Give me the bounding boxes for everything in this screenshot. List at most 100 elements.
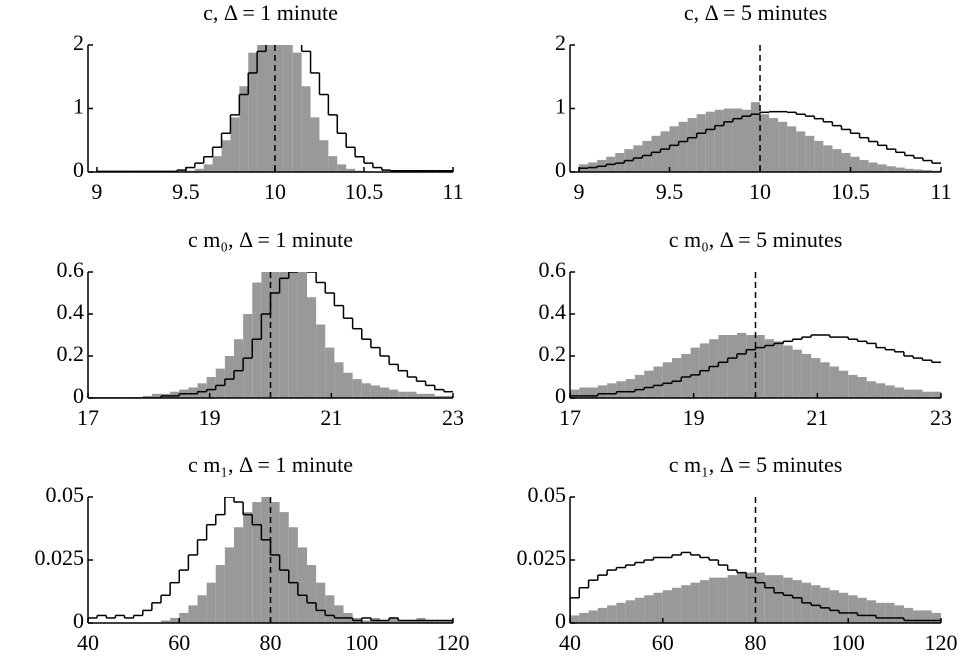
x-tick-label: 21 [806,405,828,430]
histogram-bar [607,605,617,623]
histogram-bar [337,164,347,172]
histogram-bar [718,577,728,623]
x-tick-label: 11 [442,179,463,204]
histogram-bar [913,389,923,398]
histogram-bar [370,385,380,398]
histogram-bar [434,620,444,623]
histogram-bar [868,162,878,172]
histogram-bar [820,362,830,398]
histogram-bar [755,572,765,623]
y-tick-label: 0.05 [46,482,85,507]
panel: c m₁, Δ = 5 minutes 0 0.025 0.05 40 60 80 100 12… [517,452,958,655]
histogram-bar [625,379,635,398]
histogram-bar [669,126,679,172]
x-tick-label: 9 [91,179,102,204]
histogram-bar [774,575,784,623]
histogram-bar [913,169,923,172]
panel-title: c m₁, Δ = 5 minutes [669,452,843,477]
histogram-bar [913,610,923,623]
histogram-bar [588,387,598,398]
histogram-bar [904,168,914,172]
x-tick-label: 80 [260,630,282,655]
panel: c m₀, Δ = 5 minutes 0 0.2 0.4 0.6 17 19 21 23 [539,227,953,430]
histogram-bar [755,335,765,398]
histogram-bar [746,572,756,623]
y-tick-label: 0 [73,383,84,408]
histogram-bar [922,170,932,172]
histogram-bar [616,381,626,398]
histogram-bar [443,395,453,398]
y-tick-label: 1 [73,94,84,119]
histogram-bar [678,121,688,172]
histogram-bar [778,121,788,172]
histogram-bar [651,135,661,172]
y-tick-label: 0.025 [517,545,567,570]
histogram-bar [170,617,180,623]
histogram-bar [931,612,941,623]
histogram-bar [266,45,275,172]
histogram-bar [334,362,344,398]
histogram-bar [197,595,207,623]
histogram-bar [672,358,682,398]
y-tick-label: 0 [555,157,566,182]
histogram-bar [361,620,371,623]
histogram-bar [886,166,896,172]
histogram-bar [597,385,608,398]
x-tick-label: 23 [930,405,952,430]
histogram-bar [832,149,842,172]
y-tick-label: 0.2 [57,341,85,366]
y-tick-label: 0.025 [35,545,85,570]
histogram-bar [270,502,280,623]
histogram-bar [288,527,298,623]
histogram-bar [361,383,371,398]
histogram-bar [783,345,793,398]
histogram-bar [736,572,747,623]
histogram-bar [718,335,728,398]
x-tick-label: 9.5 [656,179,684,204]
histogram-bar [343,372,353,398]
y-tick-label: 0.4 [539,299,567,324]
histogram-bar [634,597,645,623]
histogram-bar [696,114,706,172]
histogram-bar [224,547,234,623]
histogram-bar [398,391,408,398]
y-tick-label: 0 [73,608,84,633]
histogram-bar [769,118,779,172]
panel-title: c, Δ = 1 minute [203,0,338,25]
histogram-bar [425,393,435,398]
histogram-bar [297,547,307,623]
histogram-bar [829,366,839,398]
histogram-bar [215,565,225,623]
histogram-bar [307,297,317,398]
histogram-bar [760,114,770,172]
y-tick-label: 2 [555,30,566,55]
y-tick-label: 0.4 [57,299,85,324]
plot-area [570,272,941,398]
panel-title: c m₀, Δ = 1 minute [188,227,353,252]
histogram-bar [672,587,682,623]
histogram-bar [257,45,267,172]
histogram-bar [723,108,733,172]
x-tick-label: 120 [925,630,958,655]
histogram-bar [579,387,589,398]
histogram-bar [727,335,737,398]
histogram-bar [838,370,849,398]
histogram-bar [805,135,815,172]
x-tick-label: 10.5 [831,179,870,204]
x-tick-label: 9.5 [172,179,200,204]
histogram-bar [829,590,839,623]
y-tick-label: 1 [555,94,566,119]
histogram-bar [662,362,673,398]
y-tick-label: 0.6 [57,257,85,282]
histogram-bar [179,612,189,623]
histogram-bar [894,387,904,398]
histogram-bar [838,592,849,623]
histogram-bar [690,582,700,623]
histogram-bar [597,607,608,623]
x-tick-label: 9 [574,179,585,204]
histogram-bar [588,610,598,623]
x-tick-label: 19 [199,405,221,430]
x-tick-label: 10 [749,179,771,204]
panel-title: c, Δ = 5 minutes [684,0,827,25]
histogram-bar [895,167,905,172]
